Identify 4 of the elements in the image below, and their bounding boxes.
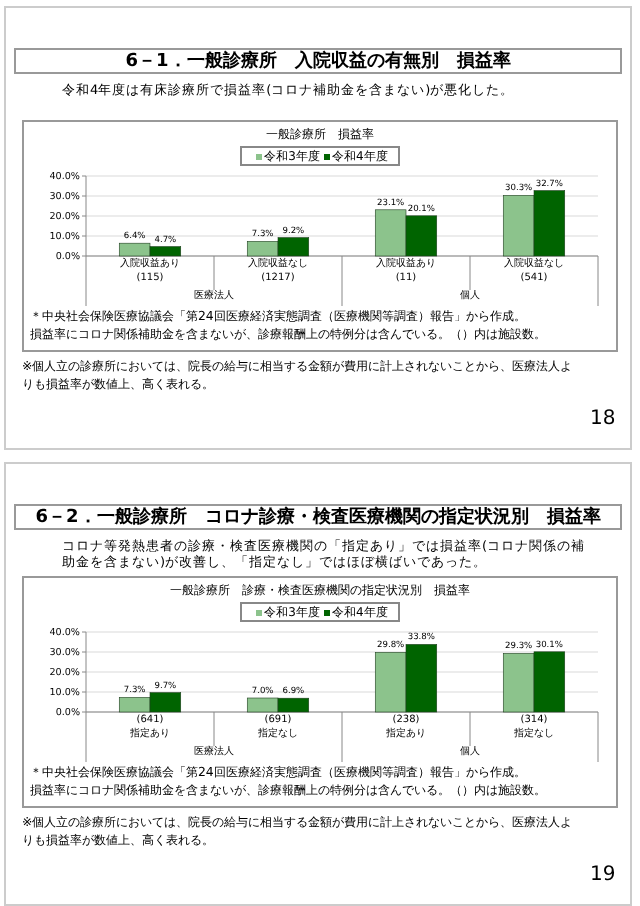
text: 18: [590, 408, 616, 431]
text: 19: [590, 864, 616, 887]
text: 6－2．一般診療所 コロナ診療・検査医療機関の指定状況別 損益率: [14, 504, 622, 530]
text: 6－1．一般診療所 入院収益の有無別 損益率: [14, 48, 622, 74]
